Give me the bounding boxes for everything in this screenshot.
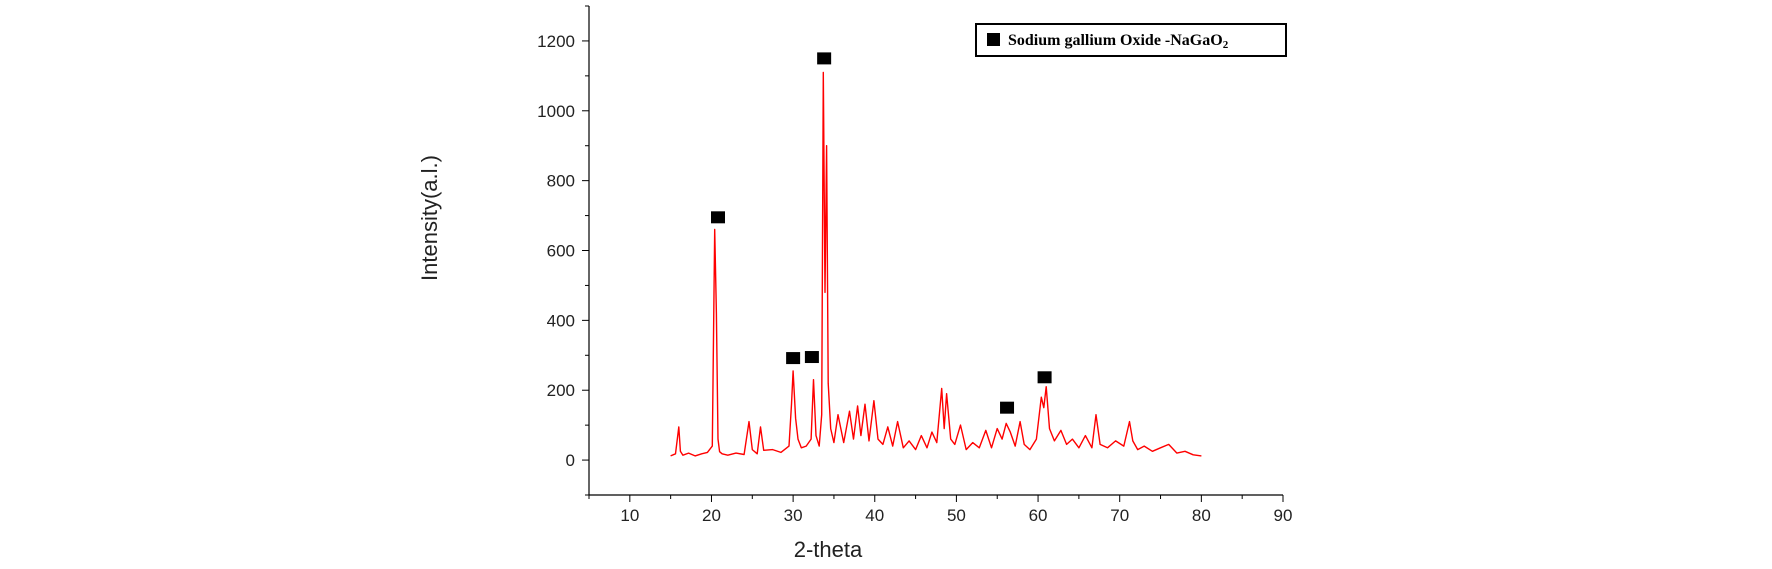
- x-tick-label: 30: [784, 506, 803, 525]
- y-tick-label: 1000: [537, 102, 575, 121]
- peak-markers: [711, 52, 1052, 414]
- legend: Sodium gallium Oxide -NaGaO2: [975, 23, 1287, 57]
- y-tick-label: 600: [547, 242, 575, 261]
- x-tick-label: 20: [702, 506, 721, 525]
- peak-marker: [786, 352, 801, 365]
- series-line-0: [670, 71, 1202, 457]
- y-tick-label: 400: [547, 311, 575, 330]
- axes: [588, 6, 1283, 496]
- y-tick-label: 0: [566, 451, 575, 470]
- x-tick-label: 40: [865, 506, 884, 525]
- ticks: 10 20 30 40 50 60 70 80 90 0 200 400 600 800 1000 1200: [537, 5, 1293, 525]
- legend-label: Sodium gallium Oxide -NaGaO2: [1008, 32, 1229, 51]
- x-tick-label: 80: [1192, 506, 1211, 525]
- peak-marker: [711, 211, 726, 224]
- x-tick-label: 60: [1029, 506, 1048, 525]
- x-axis-title: 2-theta: [794, 537, 863, 562]
- y-tick-label: 200: [547, 381, 575, 400]
- series-layer: [670, 71, 1202, 457]
- y-tick-label: 1200: [537, 32, 575, 51]
- x-tick-label: 70: [1110, 506, 1129, 525]
- legend-label-subscript: 2: [1223, 39, 1229, 51]
- y-axis-title: Intensity(a.l.): [417, 155, 442, 281]
- peak-marker: [1037, 371, 1052, 384]
- legend-marker: [987, 33, 1000, 46]
- x-tick-label: 50: [947, 506, 966, 525]
- peak-marker: [817, 52, 832, 65]
- x-tick-label: 90: [1274, 506, 1293, 525]
- peak-marker: [804, 351, 819, 364]
- x-tick-label: 10: [620, 506, 639, 525]
- legend-box: [975, 23, 1287, 57]
- legend-label-main: Sodium gallium Oxide -NaGaO: [1008, 32, 1223, 49]
- peak-marker: [1000, 401, 1015, 414]
- y-tick-label: 800: [547, 172, 575, 191]
